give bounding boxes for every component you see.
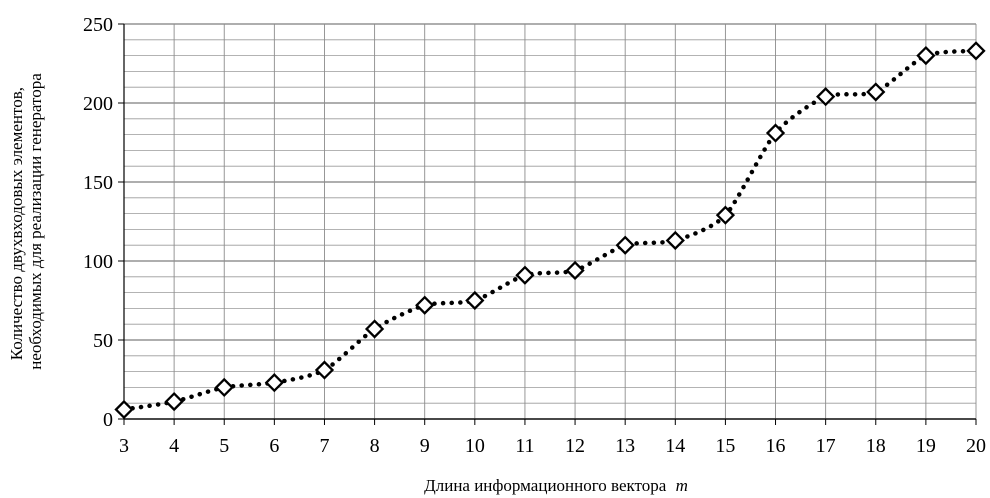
data-point xyxy=(515,265,535,285)
x-tick-label: 3 xyxy=(119,435,129,457)
y-axis-title-line-2: необходимых для реализации генератора xyxy=(26,73,45,370)
y-tick-label: 0 xyxy=(103,409,113,431)
data-point xyxy=(816,87,836,107)
data-point xyxy=(214,377,234,398)
x-tick-label: 10 xyxy=(465,435,485,457)
y-axis-title-line-1: Количество двухвходовых элементов, xyxy=(7,87,26,360)
data-point xyxy=(966,41,986,61)
x-tick-label: 20 xyxy=(966,435,986,457)
tick-labels: 0 50 100 150 200 250 3 4 5 6 7 8 9 10 11 12 13 14 15 16 17 18… xyxy=(83,14,986,457)
data-point xyxy=(715,205,736,225)
x-tick-label: 11 xyxy=(515,435,534,457)
x-tick-label: 18 xyxy=(866,435,886,457)
x-tick-label: 12 xyxy=(565,435,585,457)
x-tick-label: 16 xyxy=(766,435,786,457)
data-point xyxy=(465,290,485,311)
axes xyxy=(118,23,977,425)
data-point xyxy=(866,82,886,102)
grid xyxy=(123,23,977,420)
y-tick-label: 100 xyxy=(83,251,113,273)
x-tick-label: 14 xyxy=(665,435,685,457)
x-tick-label: 8 xyxy=(370,435,380,457)
data-point xyxy=(665,230,685,251)
x-tick-label: 5 xyxy=(219,435,229,457)
x-tick-label: 13 xyxy=(615,435,635,457)
x-tick-label: 7 xyxy=(319,435,329,457)
data-point xyxy=(916,45,936,66)
data-point xyxy=(264,373,284,393)
x-axis-title: Длина информационного вектора m xyxy=(424,476,688,495)
x-tick-label: 9 xyxy=(420,435,430,457)
series xyxy=(114,41,986,420)
x-axis-title-variable: m xyxy=(676,476,688,495)
data-point xyxy=(415,295,435,315)
x-tick-label: 4 xyxy=(169,435,179,457)
y-tick-label: 250 xyxy=(83,14,113,36)
y-axis-title: Количество двухвходовых элементов, необх… xyxy=(7,73,45,370)
data-point xyxy=(565,260,585,281)
data-point xyxy=(364,319,385,339)
data-point xyxy=(114,399,134,420)
axis-titles: Количество двухвходовых элементов, необх… xyxy=(7,73,688,495)
data-point xyxy=(765,123,786,143)
x-tick-label: 17 xyxy=(816,435,836,457)
x-axis-title-text: Длина информационного вектора xyxy=(424,476,667,495)
data-point xyxy=(164,391,184,412)
y-tick-label: 150 xyxy=(83,172,113,194)
y-tick-label: 200 xyxy=(83,93,113,115)
x-tick-label: 6 xyxy=(269,435,279,457)
y-tick-label: 50 xyxy=(93,330,113,352)
data-point xyxy=(314,360,335,380)
x-tick-label: 15 xyxy=(715,435,735,457)
data-point xyxy=(615,235,635,255)
x-tick-label: 19 xyxy=(916,435,936,457)
